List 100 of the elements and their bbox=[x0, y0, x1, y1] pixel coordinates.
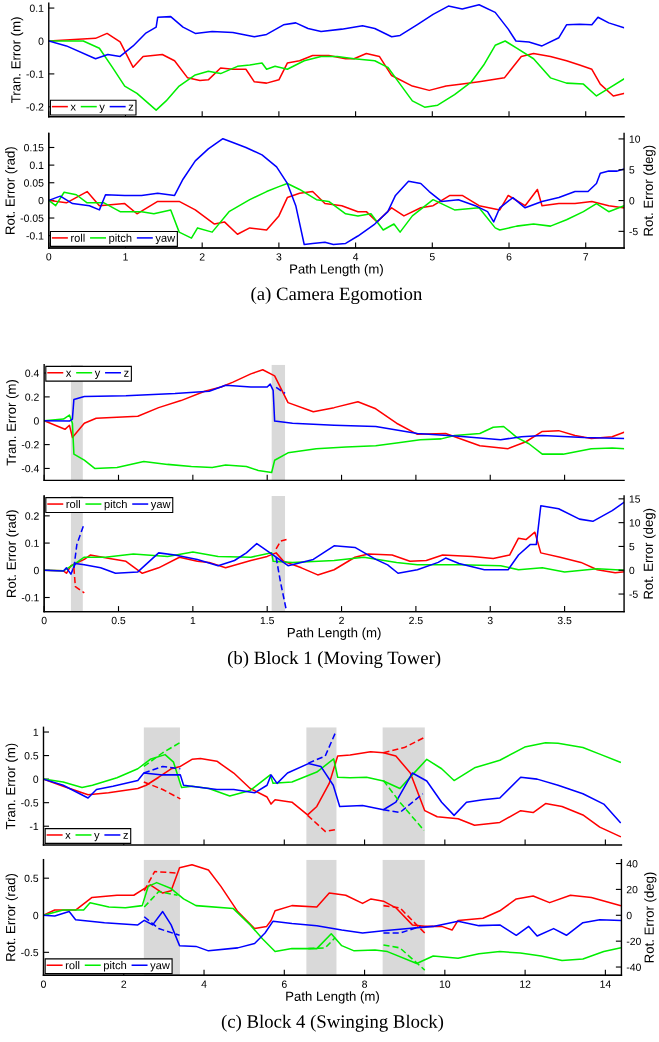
y2-tick-label: 0 bbox=[629, 197, 635, 205]
x-axis-title: Path Length (m) bbox=[287, 627, 381, 640]
x-tick-label: 0.5 bbox=[111, 616, 126, 625]
x-tick-label: 5 bbox=[429, 253, 435, 261]
y-tick-label: -0.05 bbox=[20, 214, 44, 222]
y-tick-label: 0 bbox=[38, 196, 44, 205]
line-series bbox=[48, 40, 625, 111]
y-axis-title: Tran. Error (m) bbox=[10, 17, 24, 103]
y-axis-title: Rot. Error (rad) bbox=[5, 147, 18, 234]
y-tick-label: -0.5 bbox=[21, 948, 39, 957]
y2-axis-title: Rot. Error (deg) bbox=[643, 508, 656, 599]
x-tick-label: 3.5 bbox=[557, 616, 572, 625]
y2-tick-label: 10 bbox=[629, 135, 641, 143]
y-tick-label: -0.1 bbox=[26, 70, 44, 78]
x-tick-label: 1 bbox=[190, 616, 196, 625]
x-tick-label: 4 bbox=[201, 980, 207, 988]
x-tick-label: 12 bbox=[520, 980, 531, 988]
y-axis-title: Tran. Error (m) bbox=[5, 743, 18, 830]
y-tick-label: 0 bbox=[33, 417, 39, 425]
legend-label: x bbox=[65, 370, 72, 377]
y2-tick-label: 0 bbox=[626, 911, 632, 920]
legend-label: x bbox=[65, 833, 71, 839]
y-tick-label: 0 bbox=[33, 566, 39, 575]
line-series bbox=[44, 383, 625, 441]
x-tick-label: 3 bbox=[276, 253, 282, 261]
line-series bbox=[43, 864, 621, 931]
x-tick-label: 2 bbox=[121, 980, 127, 988]
line-series bbox=[48, 4, 625, 60]
y2-tick-label: -5 bbox=[629, 590, 638, 598]
y-tick-label: -0.4 bbox=[21, 464, 39, 473]
x-tick-label: 4 bbox=[352, 253, 359, 261]
legend-label: z bbox=[123, 833, 128, 839]
text: (c) Block 4 (Swinging Block) bbox=[221, 1014, 444, 1032]
x-tick-label: 1 bbox=[123, 253, 128, 261]
y-tick-label: -0.1 bbox=[21, 594, 39, 602]
y-tick-label: 0.05 bbox=[24, 179, 44, 187]
y-tick-label: 0.15 bbox=[24, 143, 44, 152]
x-tick-label: 8 bbox=[362, 980, 368, 988]
legend-label: yaw bbox=[155, 235, 176, 245]
x-tick-label: 10 bbox=[439, 980, 451, 988]
y-tick-label: 0.1 bbox=[29, 161, 44, 169]
y-tick-label: 0 bbox=[33, 911, 39, 920]
y-tick-label: -0.2 bbox=[26, 103, 44, 111]
x-tick-label: 1.5 bbox=[260, 616, 274, 625]
y2-tick-label: -20 bbox=[626, 937, 641, 946]
y-tick-label: 0.4 bbox=[25, 369, 39, 377]
legend-label: roll bbox=[65, 961, 80, 970]
legend-label: y bbox=[94, 833, 100, 842]
y2-tick-label: 40 bbox=[626, 860, 638, 868]
x-tick-label: 6 bbox=[506, 253, 512, 261]
y-tick-label: -1 bbox=[29, 822, 39, 830]
x-tick-label: 2.5 bbox=[409, 616, 423, 625]
y-axis-title: Rot. Error (rad) bbox=[5, 873, 18, 961]
legend-label: z bbox=[124, 370, 129, 377]
x-axis-title: Path Length (m) bbox=[286, 991, 379, 1004]
x-tick-label: 2 bbox=[199, 253, 205, 261]
y-tick-label: 0.5 bbox=[24, 752, 39, 760]
legend-label: roll bbox=[66, 499, 80, 509]
y-axis-title: Tran. Error (m) bbox=[6, 379, 19, 466]
legend-label: pitch bbox=[104, 961, 127, 972]
y-tick-label: 0.5 bbox=[24, 874, 39, 883]
legend-label: roll bbox=[71, 233, 85, 242]
line-series bbox=[44, 368, 625, 450]
y2-tick-label: 5 bbox=[629, 543, 635, 551]
y2-tick-label: -40 bbox=[626, 963, 641, 971]
y-tick-label: 0.1 bbox=[25, 539, 39, 547]
x-axis-title: Path Length (m) bbox=[290, 263, 383, 277]
y2-tick-label: -5 bbox=[629, 227, 638, 236]
y-tick-label: 1 bbox=[33, 728, 39, 736]
x-tick-label: 7 bbox=[583, 253, 589, 261]
y2-axis-title: Rot. Error (deg) bbox=[644, 872, 657, 963]
legend-label: yaw bbox=[150, 963, 170, 972]
y2-tick-label: 15 bbox=[629, 495, 641, 503]
y2-tick-label: 5 bbox=[629, 166, 635, 174]
y-tick-label: 0.2 bbox=[25, 512, 39, 520]
text: (b) Block 1 (Moving Tower) bbox=[227, 650, 441, 669]
x-tick-label: 2 bbox=[339, 616, 344, 625]
legend-label: z bbox=[128, 104, 134, 111]
y-tick-label: 0.2 bbox=[25, 393, 39, 401]
y2-tick-label: 20 bbox=[626, 885, 638, 894]
legend-label: y bbox=[99, 104, 105, 113]
line-series bbox=[43, 910, 621, 952]
y-tick-label: 0.1 bbox=[29, 4, 44, 12]
legend-label: pitch bbox=[109, 233, 132, 245]
y-tick-label: 0 bbox=[38, 37, 44, 45]
x-tick-label: 14 bbox=[600, 980, 611, 988]
y-tick-label: -0.2 bbox=[21, 441, 39, 449]
y-tick-label: -0.5 bbox=[21, 799, 39, 807]
y2-tick-label: 10 bbox=[629, 519, 641, 527]
text: (a) Camera Egomotion bbox=[251, 286, 423, 305]
y-tick-label: 0 bbox=[33, 775, 39, 783]
legend-label: y bbox=[94, 370, 101, 379]
y-axis-title: Rot. Error (rad) bbox=[6, 510, 19, 598]
y2-axis-title: Rot. Error (deg) bbox=[643, 145, 656, 236]
x-tick-label: 6 bbox=[281, 980, 287, 988]
legend-label: yaw bbox=[150, 501, 171, 511]
x-tick-label: 0 bbox=[46, 253, 52, 261]
x-tick-label: 3 bbox=[487, 616, 493, 625]
legend-label: x bbox=[70, 104, 76, 111]
legend-label: pitch bbox=[104, 499, 127, 511]
